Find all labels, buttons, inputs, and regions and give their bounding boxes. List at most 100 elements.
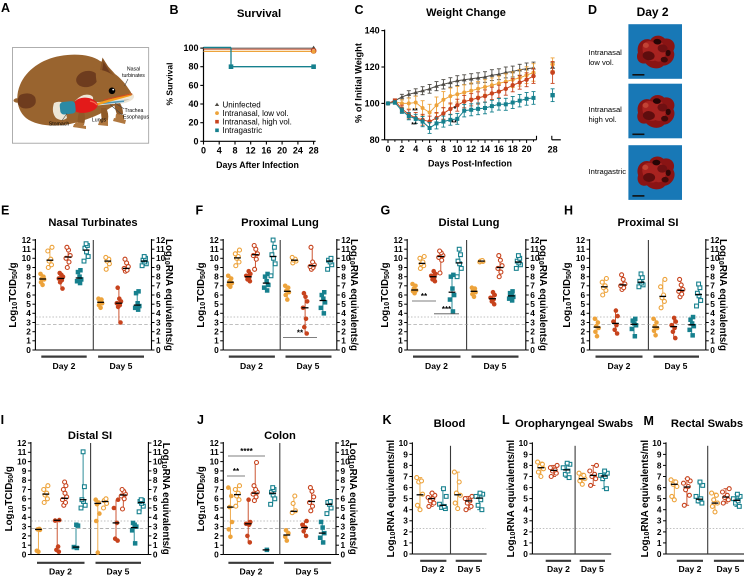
- svg-text:**: **: [297, 329, 304, 338]
- svg-text:11: 11: [710, 244, 719, 254]
- svg-text:12: 12: [209, 235, 219, 245]
- svg-text:12: 12: [210, 438, 220, 448]
- svg-text:8: 8: [530, 272, 535, 282]
- svg-text:11: 11: [210, 244, 219, 254]
- svg-text:Day 5: Day 5: [107, 566, 130, 576]
- svg-text:9: 9: [214, 466, 219, 476]
- svg-text:Log10RNA equivalents/g: Log10RNA equivalents/g: [348, 239, 359, 351]
- svg-text:80: 80: [188, 62, 198, 72]
- svg-text:K: K: [383, 413, 392, 427]
- svg-text:Stomach: Stomach: [49, 122, 70, 128]
- svg-text:3: 3: [403, 516, 408, 526]
- svg-text:10: 10: [399, 438, 409, 448]
- svg-text:12: 12: [576, 235, 586, 245]
- svg-text:24: 24: [293, 145, 303, 155]
- svg-text:8: 8: [156, 272, 161, 282]
- svg-text:2: 2: [214, 327, 219, 337]
- svg-text:****: ****: [240, 447, 253, 456]
- svg-text:1: 1: [580, 336, 585, 346]
- svg-text:Log10TCID50/g: Log10TCID50/g: [4, 466, 15, 531]
- svg-text:4: 4: [580, 308, 585, 318]
- svg-text:6: 6: [398, 290, 403, 300]
- svg-text:9: 9: [710, 262, 715, 272]
- svg-text:2: 2: [153, 531, 158, 541]
- svg-text:3: 3: [22, 522, 27, 532]
- svg-text:B: B: [170, 3, 179, 17]
- svg-text:10: 10: [576, 253, 586, 263]
- svg-text:3: 3: [156, 317, 161, 327]
- svg-text:14: 14: [480, 144, 490, 154]
- svg-text:1: 1: [214, 336, 219, 346]
- svg-text:Log10TCID50/g: Log10TCID50/g: [196, 466, 207, 531]
- svg-text:0: 0: [385, 144, 390, 154]
- svg-text:7: 7: [403, 471, 408, 481]
- svg-text:1: 1: [156, 336, 161, 346]
- svg-text:12: 12: [393, 235, 403, 245]
- svg-text:% Survival: % Survival: [165, 63, 175, 106]
- svg-text:turbinates: turbinates: [122, 73, 145, 79]
- svg-text:9: 9: [156, 262, 161, 272]
- svg-text:6: 6: [341, 290, 346, 300]
- svg-text:10: 10: [22, 253, 32, 263]
- svg-text:Day 2: Day 2: [608, 361, 631, 371]
- svg-text:10: 10: [210, 456, 220, 466]
- svg-text:7: 7: [398, 281, 403, 291]
- svg-text:28: 28: [309, 145, 319, 155]
- svg-text:9: 9: [341, 262, 346, 272]
- svg-text:3: 3: [530, 317, 535, 327]
- svg-text:10: 10: [652, 438, 662, 448]
- svg-text:7: 7: [523, 471, 528, 481]
- svg-text:4: 4: [341, 308, 346, 318]
- svg-text:4: 4: [214, 512, 219, 522]
- svg-text:7: 7: [341, 281, 346, 291]
- svg-text:0: 0: [523, 549, 528, 559]
- svg-text:2: 2: [22, 531, 27, 541]
- svg-text:2: 2: [403, 527, 408, 537]
- svg-text:12: 12: [530, 235, 540, 245]
- svg-text:20: 20: [522, 144, 532, 154]
- svg-text:3: 3: [580, 317, 585, 327]
- svg-text:6: 6: [657, 482, 662, 492]
- svg-text:100: 100: [183, 43, 198, 53]
- svg-text:Distal Lung: Distal Lung: [439, 217, 500, 229]
- svg-text:Day 2: Day 2: [240, 361, 263, 371]
- svg-text:12: 12: [466, 144, 476, 154]
- svg-text:4: 4: [156, 308, 161, 318]
- svg-text:11: 11: [153, 447, 162, 457]
- svg-text:Log10RNA equivalents/ml: Log10RNA equivalents/ml: [640, 440, 651, 558]
- svg-text:9: 9: [580, 262, 585, 272]
- svg-text:8: 8: [657, 460, 662, 470]
- svg-text:Proximal Lung: Proximal Lung: [241, 217, 319, 229]
- svg-text:16: 16: [494, 144, 504, 154]
- svg-text:Day 5: Day 5: [458, 564, 481, 574]
- svg-text:Intranasal: Intranasal: [589, 105, 623, 114]
- svg-text:4: 4: [217, 145, 222, 155]
- svg-text:20: 20: [277, 145, 287, 155]
- svg-text:4: 4: [214, 308, 219, 318]
- svg-text:4: 4: [657, 505, 662, 515]
- svg-text:5: 5: [153, 503, 158, 513]
- svg-text:Intranasal, high vol.: Intranasal, high vol.: [223, 118, 292, 127]
- svg-text:6: 6: [341, 494, 346, 504]
- svg-text:Log10TCID50/g: Log10TCID50/g: [8, 262, 19, 327]
- svg-text:Oropharyngeal Swabs: Oropharyngeal Swabs: [515, 418, 633, 430]
- svg-text:C: C: [355, 3, 364, 17]
- svg-text:**: **: [421, 292, 428, 301]
- svg-text:M: M: [644, 414, 654, 428]
- svg-text:16: 16: [261, 145, 271, 155]
- svg-text:40: 40: [188, 99, 198, 109]
- svg-text:Intragastric: Intragastric: [223, 126, 263, 135]
- svg-text:5: 5: [580, 299, 585, 309]
- svg-text:6: 6: [530, 290, 535, 300]
- svg-text:140: 140: [365, 26, 380, 36]
- svg-text:G: G: [381, 204, 391, 218]
- svg-text:11: 11: [18, 447, 27, 457]
- svg-text:6: 6: [22, 494, 27, 504]
- svg-text:Day 2: Day 2: [637, 5, 669, 19]
- svg-text:7: 7: [580, 281, 585, 291]
- svg-text:9: 9: [26, 262, 31, 272]
- svg-text:8: 8: [26, 272, 31, 282]
- svg-text:7: 7: [657, 471, 662, 481]
- svg-text:8: 8: [232, 145, 237, 155]
- svg-text:8: 8: [580, 272, 585, 282]
